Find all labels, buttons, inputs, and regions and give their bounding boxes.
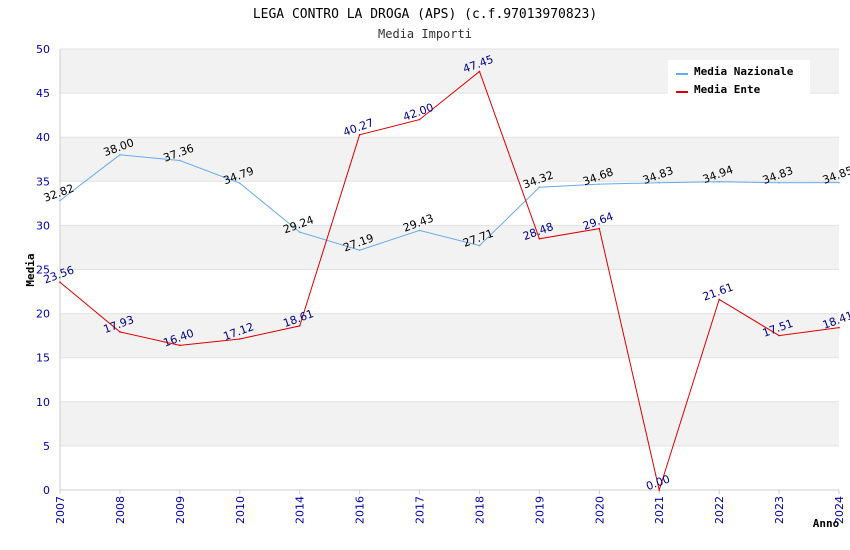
data-point-media-ente bbox=[658, 489, 661, 491]
y-tick-label: 5 bbox=[43, 440, 50, 453]
legend-box bbox=[668, 60, 810, 98]
x-tick-label: 2024 bbox=[833, 496, 846, 524]
data-point-media-nazionale bbox=[238, 182, 241, 184]
x-tick-label: 2020 bbox=[593, 496, 606, 524]
plot-band bbox=[60, 313, 839, 358]
data-point-media-ente bbox=[478, 70, 481, 73]
data-point-media-ente bbox=[598, 227, 601, 230]
y-tick-label: 45 bbox=[36, 87, 50, 100]
legend-label-media-nazionale: Media Nazionale bbox=[694, 65, 794, 78]
data-point-media-ente bbox=[358, 134, 361, 136]
data-point-media-ente bbox=[778, 334, 780, 337]
series-line-media-ente bbox=[59, 70, 840, 492]
data-point-media-nazionale bbox=[838, 181, 840, 184]
data-point-media-nazionale bbox=[119, 154, 121, 156]
plot-band bbox=[60, 225, 839, 270]
y-tick-label: 30 bbox=[36, 219, 50, 232]
data-point-media-nazionale bbox=[778, 181, 780, 184]
series-lines bbox=[59, 70, 840, 492]
y-tick-label: 10 bbox=[36, 396, 50, 409]
data-point-media-ente bbox=[298, 325, 301, 327]
data-point-media-nazionale bbox=[179, 159, 181, 162]
data-point-media-ente bbox=[59, 281, 61, 284]
chart-title: LEGA CONTRO LA DROGA (APS) (c.f.97013970… bbox=[253, 7, 597, 22]
y-tick-label: 50 bbox=[36, 43, 50, 56]
x-tick-label: 2018 bbox=[473, 496, 486, 524]
data-point-media-ente bbox=[538, 238, 541, 240]
y-tick-label: 35 bbox=[36, 175, 50, 188]
y-tick-label: 0 bbox=[43, 484, 50, 497]
axes bbox=[59, 49, 840, 494]
series-line-media-nazionale bbox=[59, 154, 840, 251]
x-tick-label: 2017 bbox=[414, 496, 427, 524]
y-axis-title: Media bbox=[24, 253, 37, 286]
plot-band bbox=[60, 137, 839, 182]
data-point-media-nazionale bbox=[478, 244, 481, 247]
data-point-media-ente bbox=[238, 338, 241, 340]
plot-band bbox=[60, 401, 839, 446]
data-point-media-nazionale bbox=[718, 181, 720, 183]
data-point-media-nazionale bbox=[658, 181, 661, 184]
x-tick-label: 2010 bbox=[234, 496, 247, 524]
data-point-media-ente bbox=[838, 326, 840, 329]
x-tick-label: 2014 bbox=[294, 496, 307, 524]
data-point-media-nazionale bbox=[538, 186, 541, 189]
data-point-media-nazionale bbox=[598, 183, 601, 185]
data-point-media-ente bbox=[119, 331, 121, 333]
data-point-media-ente bbox=[418, 118, 421, 121]
data-point-media-ente bbox=[179, 344, 181, 347]
chart-subtitle: Media Importi bbox=[378, 27, 472, 41]
x-tick-label: 2022 bbox=[713, 496, 726, 524]
y-tick-label: 15 bbox=[36, 352, 50, 365]
y-tick-label: 40 bbox=[36, 131, 50, 144]
data-point-media-nazionale bbox=[358, 249, 361, 251]
x-tick-label: 2021 bbox=[653, 496, 666, 524]
y-tick-label: 20 bbox=[36, 308, 50, 321]
data-point-media-nazionale bbox=[298, 231, 301, 233]
x-tick-label: 2007 bbox=[54, 496, 67, 524]
data-point-media-ente bbox=[718, 298, 720, 301]
data-point-media-nazionale bbox=[418, 229, 421, 232]
data-point-media-nazionale bbox=[59, 199, 61, 202]
x-tick-label: 2023 bbox=[773, 496, 786, 524]
x-tick-label: 2009 bbox=[174, 496, 187, 524]
legend: Media Nazionale Media Ente bbox=[668, 60, 810, 98]
legend-label-media-ente: Media Ente bbox=[694, 83, 761, 96]
x-tick-label: 2019 bbox=[533, 496, 546, 524]
y-tick-label: 25 bbox=[36, 264, 50, 277]
x-axis-title: Anno bbox=[813, 517, 840, 530]
x-tick-label: 2016 bbox=[354, 496, 367, 524]
tick-labels: 0 5 10 15 20 25 30 35 40 45 50 2007 2008 2009 2010 2014… bbox=[36, 43, 846, 524]
x-tick-label: 2008 bbox=[114, 496, 127, 524]
